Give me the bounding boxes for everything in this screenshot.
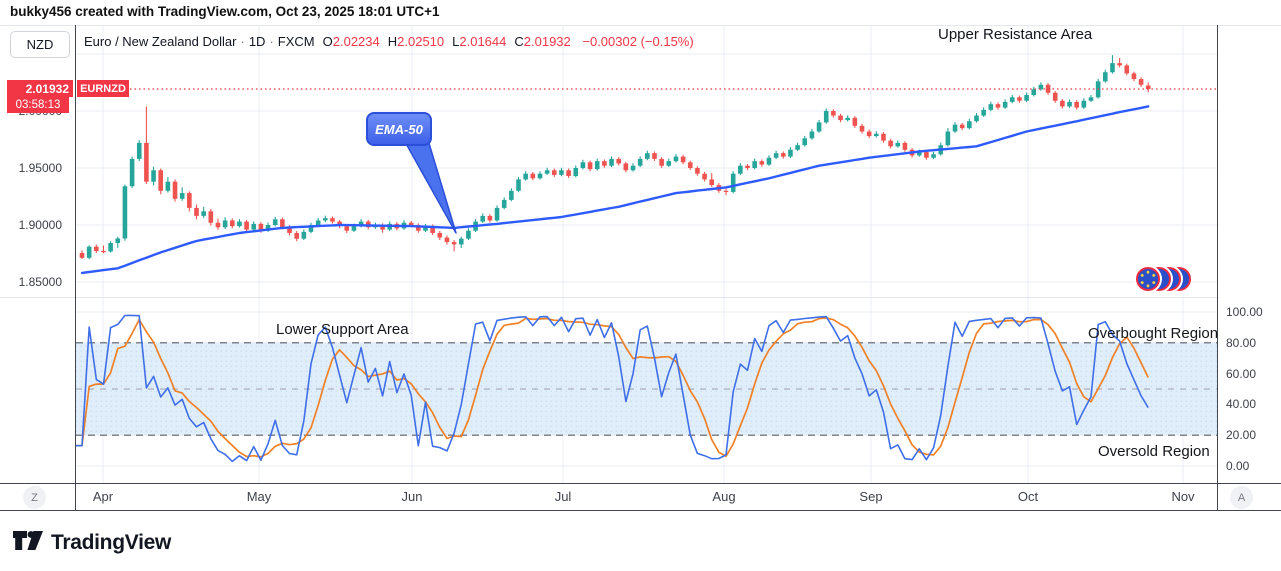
stoch-k-line [75,314,1149,463]
lower-support-annotation: Lower Support Area [276,321,409,338]
separator: · [269,34,274,49]
indicator-axis-label: 80.00 [1226,335,1257,350]
ohlc-label: H [387,34,398,49]
ema-50-callout[interactable]: EMA-50 [366,112,432,146]
chart-legend[interactable]: Euro / New Zealand Dollar · 1D · FXCM O2.0223… [84,34,694,49]
separator: · [240,34,245,49]
ohlc-value: 2.01932 [523,34,571,49]
upper-resistance-annotation: Upper Resistance Area [938,26,1093,43]
overbought-annotation: Overbought Region [1088,325,1219,342]
currency-label: NZD [26,37,54,52]
price-axis-label: 1.90000 [18,218,62,232]
month-label: Apr [92,489,114,504]
indicator-axis-label: 100.00 [1226,305,1263,319]
indicator-axis-label: 0.00 [1226,459,1250,473]
oversold-annotation: Oversold Region [1098,443,1210,460]
symbol-price-tag: EURNZD [77,80,129,97]
auto-scale-button[interactable]: A [1230,486,1253,509]
ema-50-line [80,105,1150,275]
tradingview-logo-icon [12,527,44,559]
indicator-axis-label: 20.00 [1226,428,1257,443]
month-label: Aug [712,489,736,504]
indicator-axis-label: 60.00 [1226,366,1257,381]
bar-countdown-tag: 03:58:13 [7,97,69,113]
ohlc-label: L [452,34,460,49]
symbol-title: Euro / New Zealand Dollar [84,34,237,49]
month-label: Jun [401,489,423,504]
month-label: Oct [1017,489,1039,504]
support-band [76,342,1217,436]
currency-select-box[interactable]: NZD [10,31,70,58]
tradingview-logo[interactable]: TradingView [12,527,171,559]
month-label: Nov [1171,489,1195,504]
eu-flag-coins-icon [1136,267,1198,294]
candles-layer [79,55,1151,260]
ohlc-value: 2.02234 [332,34,380,49]
last-price-tag: 2.01932 [7,80,73,97]
month-label: May [246,489,272,504]
ohlc-label: C [514,34,524,49]
ohlc-value: 2.02510 [397,34,445,49]
axis-borders [0,25,1281,511]
stoch-d-line [75,317,1149,458]
exchange-label: FXCM [277,34,315,49]
interval-label: 1D [248,34,266,49]
indicator-axis-label: 40.00 [1226,397,1257,412]
price-axis-label: 1.95000 [18,161,62,175]
timezone-button[interactable]: Z [23,486,46,509]
month-label: Sep [859,489,883,504]
ohlc-value: 2.01644 [459,34,507,49]
change-value: −0.00302 (−0.15%) [578,34,694,49]
price-axis-label: 1.85000 [18,275,62,289]
tradingview-brand-text: TradingView [51,531,172,554]
attribution-link[interactable]: bukky456 created with TradingView.com, O… [10,4,440,19]
ohlc-label: O [322,34,333,49]
month-label: Jul [554,489,572,504]
